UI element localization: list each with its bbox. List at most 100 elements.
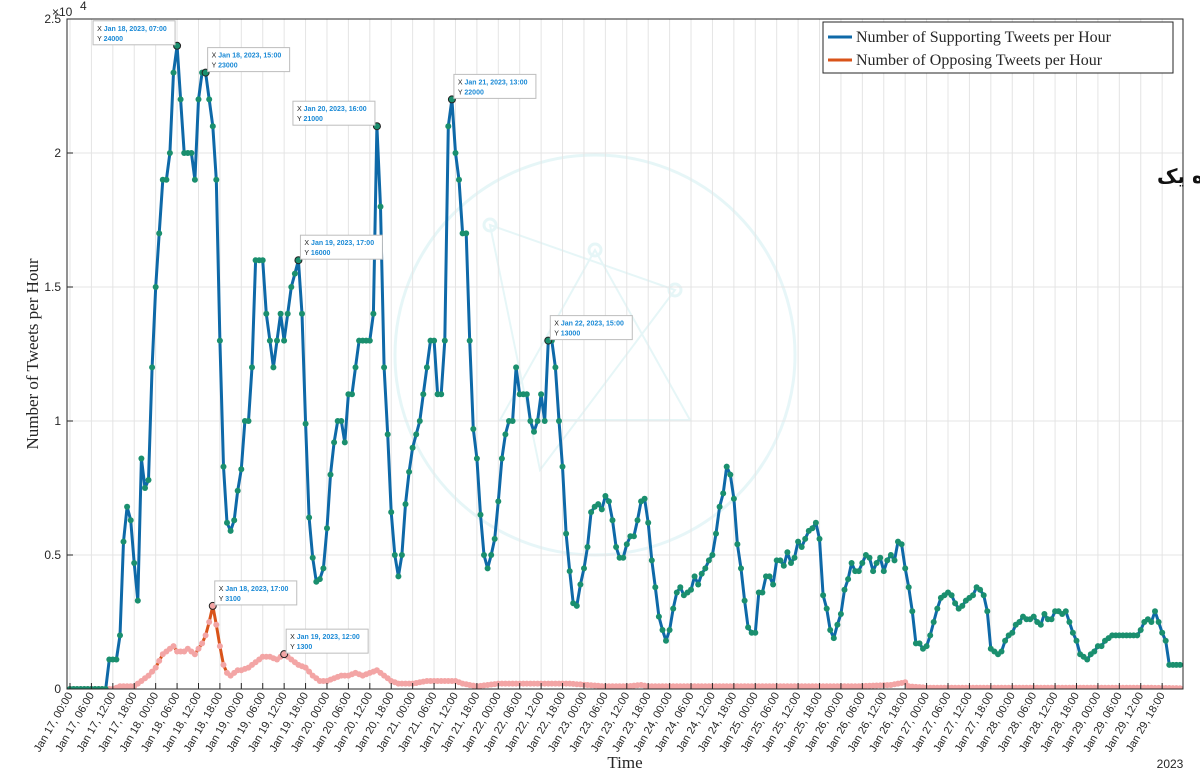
- data-tip[interactable]: X Jan 18, 2023, 17:00 Y 3100: [208, 580, 298, 610]
- data-point: [905, 584, 912, 591]
- data-tip-x-value: Jan 22, 2023, 15:00: [561, 321, 624, 328]
- data-point: [299, 310, 305, 317]
- data-point: [188, 150, 195, 156]
- data-point: [927, 632, 934, 639]
- data-point: [206, 619, 213, 625]
- data-tip[interactable]: X Jan 19, 2023, 17:00 Y 16000: [294, 234, 383, 265]
- legend: Number of Supporting Tweets per Hour Num…: [822, 21, 1174, 74]
- data-tip-y-value: 16000: [311, 250, 331, 257]
- data-point: [891, 557, 898, 564]
- data-point: [841, 586, 848, 593]
- data-point: [573, 602, 580, 609]
- data-point: [1066, 619, 1073, 625]
- data-point: [281, 337, 288, 344]
- data-point: [398, 552, 405, 558]
- data-tip-box: [292, 100, 376, 126]
- data-point: [163, 176, 170, 183]
- data-point: [509, 418, 516, 424]
- data-tip-x: X Jan 21, 2023, 13:00: [458, 79, 528, 86]
- data-point: [441, 337, 448, 344]
- data-point: [1037, 621, 1044, 628]
- x-secondary-label: 2023: [1157, 757, 1184, 771]
- data-point: [131, 560, 138, 566]
- data-tip-y: Y 16000: [304, 250, 330, 257]
- data-point: [302, 420, 309, 427]
- data-point: [327, 471, 334, 478]
- data-point: [463, 230, 470, 237]
- data-point: [1084, 656, 1091, 663]
- data-point: [709, 552, 716, 558]
- legend-box: [822, 21, 1174, 74]
- data-point: [1002, 637, 1009, 644]
- data-point: [834, 621, 841, 628]
- data-tip[interactable]: X Jan 20, 2023, 16:00 Y 21000: [292, 100, 381, 131]
- data-point: [1155, 619, 1162, 625]
- data-tip-box: [207, 47, 291, 73]
- data-tip-y: Y 13000: [554, 331, 580, 338]
- data-point: [1159, 629, 1166, 636]
- data-point: [959, 602, 966, 609]
- data-point: [149, 364, 156, 371]
- data-point: [445, 123, 452, 130]
- data-point: [234, 487, 241, 494]
- data-point: [134, 597, 141, 604]
- data-point: [249, 364, 255, 371]
- legend-label-supporting: Number of Supporting Tweets per Hour: [856, 29, 1112, 46]
- data-tip[interactable]: X Jan 18, 2023, 15:00 Y 23000: [201, 47, 291, 77]
- data-point: [538, 391, 545, 398]
- data-point: [830, 635, 837, 642]
- data-tip-y-value: 3100: [225, 596, 241, 603]
- data-tip[interactable]: X Jan 22, 2023, 15:00 Y 13000: [544, 315, 633, 345]
- data-point: [541, 418, 548, 424]
- series-opposing: [67, 602, 1183, 689]
- data-point: [695, 581, 702, 588]
- data-point: [120, 538, 127, 545]
- data-point: [259, 257, 266, 264]
- data-point: [306, 668, 313, 675]
- data-point: [341, 439, 348, 446]
- data-point: [1048, 616, 1055, 623]
- y-tick-label: 1.5: [44, 280, 61, 294]
- data-tip-x-value: Jan 18, 2023, 15:00: [218, 53, 281, 60]
- data-point: [416, 418, 423, 424]
- data-point: [563, 530, 570, 537]
- data-point: [495, 498, 502, 505]
- data-point: [559, 463, 566, 470]
- data-point: [224, 519, 230, 526]
- data-point: [1177, 685, 1183, 689]
- y-exponent-power: 4: [80, 0, 87, 13]
- data-tip-box: [453, 73, 537, 99]
- data-tip[interactable]: X Jan 19, 2023, 12:00 Y 1300: [280, 628, 369, 659]
- data-tip[interactable]: X Jan 18, 2023, 07:00 Y 24000: [92, 20, 182, 50]
- data-point: [980, 592, 987, 599]
- data-point: [274, 337, 280, 344]
- data-point: [923, 643, 930, 650]
- data-point: [1152, 608, 1158, 615]
- data-point: [1148, 619, 1155, 625]
- data-point: [645, 519, 652, 526]
- data-point: [423, 364, 430, 371]
- data-tip[interactable]: X Jan 21, 2023, 13:00 Y 22000: [447, 73, 537, 104]
- data-tip-x-value: Jan 21, 2023, 13:00: [465, 79, 528, 86]
- data-tip-x: X Jan 18, 2023, 07:00: [97, 26, 167, 33]
- data-tip-box: [285, 628, 369, 654]
- data-tip-x: X Jan 22, 2023, 15:00: [554, 321, 624, 328]
- data-point: [588, 509, 595, 516]
- data-point: [238, 466, 245, 473]
- data-point: [381, 364, 388, 371]
- data-point: [859, 560, 866, 566]
- data-point: [556, 418, 562, 424]
- data-point: [634, 517, 641, 524]
- data-point: [602, 493, 609, 499]
- data-point: [798, 544, 805, 550]
- data-point: [1162, 637, 1169, 644]
- data-point: [402, 501, 409, 508]
- data-tip-y: Y 22000: [458, 89, 484, 96]
- data-point: [598, 506, 605, 513]
- data-point: [395, 573, 402, 580]
- data-point: [1134, 632, 1141, 639]
- data-point: [581, 565, 587, 572]
- data-point: [738, 565, 744, 572]
- data-point: [349, 391, 355, 398]
- data-point: [331, 439, 338, 446]
